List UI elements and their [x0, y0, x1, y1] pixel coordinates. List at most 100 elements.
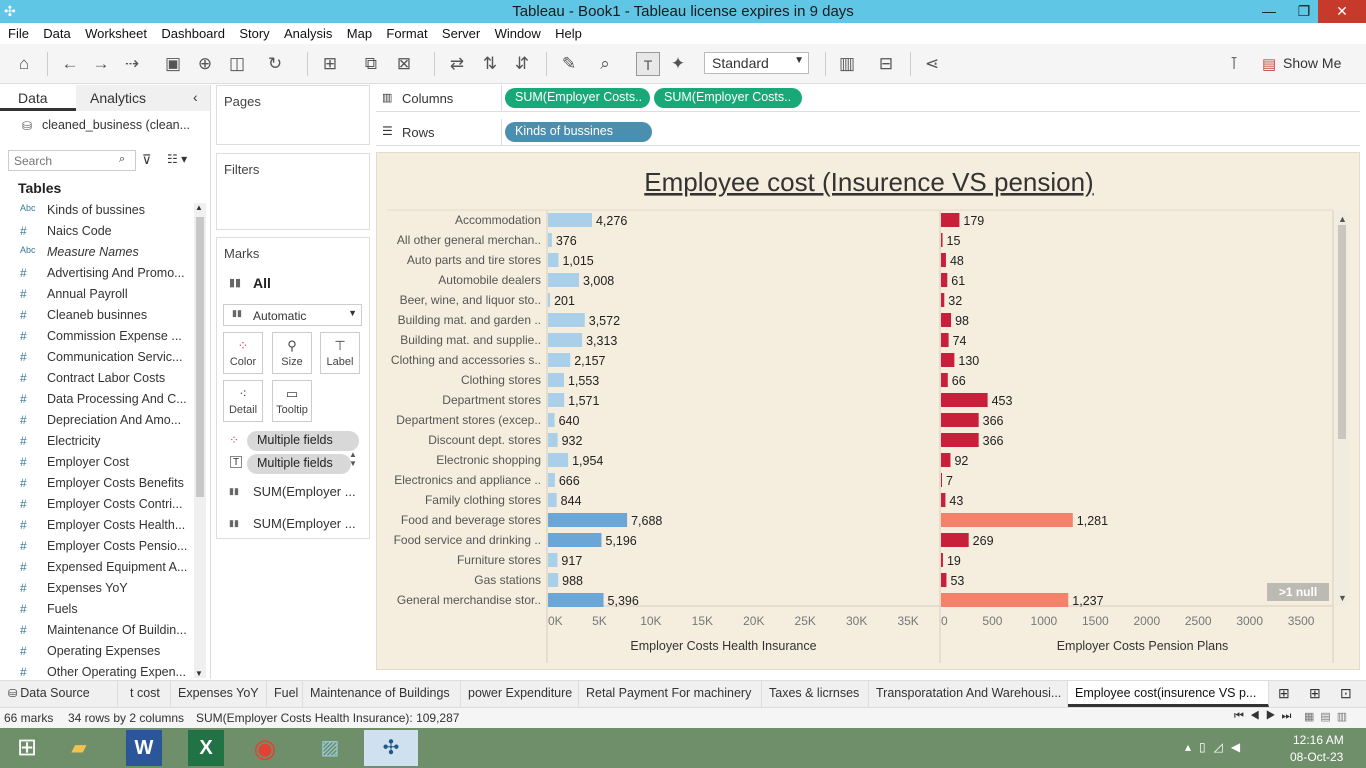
field-item[interactable]: # Naics Code	[0, 222, 190, 243]
menu-help[interactable]: Help	[555, 26, 582, 41]
fix-axes-icon[interactable]: ✦	[670, 54, 686, 73]
field-item[interactable]: # Employer Cost	[0, 453, 190, 474]
restore-icon[interactable]: ❐	[1297, 3, 1311, 19]
label-button[interactable]: ⊤ Label	[320, 332, 360, 374]
rows-shelf[interactable]: ☰ Rows Kinds of bussines	[376, 119, 1360, 146]
columns-pill-pension[interactable]: SUM(Employer Costs..	[654, 88, 802, 108]
group-members-icon[interactable]: ⌕	[600, 54, 610, 73]
menu-window[interactable]: Window	[494, 26, 541, 41]
measure-field-2[interactable]: SUM(Employer ...	[253, 516, 356, 531]
show-cards-icon[interactable]: ▥	[838, 54, 856, 73]
sheet-tab[interactable]: Taxes & licrnses	[762, 681, 869, 707]
bar-chart[interactable]: Employee cost (Insurence VS pension) Acco…	[377, 153, 1361, 671]
pause-updates-icon[interactable]: ◫	[228, 54, 246, 73]
field-item[interactable]: # Other Operating Expen...	[0, 663, 190, 684]
filter-icon[interactable]: ⊽	[142, 152, 152, 167]
menu-story[interactable]: Story	[239, 26, 270, 41]
sort-descending-icon[interactable]: ⇵	[514, 54, 530, 73]
show-me-icon[interactable]: ▤	[1262, 56, 1277, 73]
field-item[interactable]: # Contract Labor Costs	[0, 369, 190, 390]
search-input[interactable]	[8, 150, 136, 171]
new-worksheet-icon[interactable]: ⊞	[322, 54, 338, 73]
sheet-tab[interactable]: Retal Payment For machinery	[579, 681, 762, 707]
save-icon[interactable]: ▣	[164, 54, 182, 73]
show-me-button[interactable]: Show Me	[1283, 55, 1342, 71]
scroll-up-icon[interactable]: ▲	[195, 203, 203, 212]
detail-button[interactable]: ⁖ Detail	[223, 380, 263, 422]
presentation-mode-icon[interactable]: ⊟	[878, 54, 894, 73]
sheet-navigation-icon[interactable]: ⏮◀▶⏭	[1234, 710, 1298, 722]
excel-icon[interactable]: X	[188, 730, 224, 766]
field-item[interactable]: # Electricity	[0, 432, 190, 453]
new-worksheet-tab-icon[interactable]: ⊞	[1278, 685, 1290, 701]
minimize-icon[interactable]: —	[1262, 3, 1276, 19]
filters-card[interactable]: Filters	[216, 153, 370, 230]
field-item[interactable]: Abc Kinds of bussines	[0, 201, 190, 222]
scroll-down-icon[interactable]: ▼	[195, 669, 203, 678]
new-datasource-icon[interactable]: ⊕	[197, 54, 213, 73]
new-dashboard-tab-icon[interactable]: ⊞	[1309, 685, 1321, 701]
field-item[interactable]: Abc Measure Names	[0, 243, 190, 264]
tableau-taskbar-icon[interactable]: ✣	[364, 730, 418, 766]
tab-analytics[interactable]: Analytics	[76, 85, 210, 111]
marks-all-tab[interactable]: All	[253, 275, 271, 291]
clock-time[interactable]: 12:16 AM	[1293, 733, 1344, 747]
new-story-tab-icon[interactable]: ⊡	[1340, 685, 1352, 701]
system-tray-icons[interactable]: ▴▯◿◀	[1185, 740, 1249, 754]
label-multiple-fields-pill[interactable]: Multiple fields	[247, 454, 351, 474]
file-explorer-icon[interactable]: ▰	[71, 737, 87, 759]
columns-shelf[interactable]: ▥ Columns SUM(Employer Costs.. SUM(Emplo…	[376, 85, 1360, 112]
columns-pill-health[interactable]: SUM(Employer Costs..	[505, 88, 650, 108]
view-options-icon[interactable]: ☷ ▾	[167, 152, 188, 166]
tab-data[interactable]: Data	[0, 85, 76, 111]
menu-server[interactable]: Server	[441, 26, 481, 41]
show-labels-icon[interactable]: T	[636, 52, 660, 76]
home-icon[interactable]: ⌂	[18, 54, 30, 73]
photos-icon[interactable]: ▨	[320, 737, 340, 759]
field-item[interactable]: # Data Processing And C...	[0, 390, 190, 411]
fit-dropdown[interactable]: Standard ▼	[704, 52, 809, 74]
replay-icon[interactable]: ⇢	[124, 54, 140, 73]
field-item[interactable]: # Operating Expenses	[0, 642, 190, 663]
highlight-icon[interactable]: ✎	[561, 54, 577, 73]
sheet-tab[interactable]: Fuel	[267, 681, 303, 707]
size-button[interactable]: ⚲ Size	[272, 332, 312, 374]
color-multiple-fields-pill[interactable]: Multiple fields	[247, 431, 359, 451]
duplicate-sheet-icon[interactable]: ⧉	[364, 54, 378, 73]
field-item[interactable]: # Employer Costs Pensio...	[0, 537, 190, 558]
undo-icon[interactable]: ←	[61, 54, 79, 73]
collapse-icon[interactable]: ‹	[193, 89, 198, 105]
refresh-icon[interactable]: ↻	[267, 54, 283, 73]
sheet-tab[interactable]: power Expenditure	[461, 681, 579, 707]
field-item[interactable]: # Fuels	[0, 600, 190, 621]
menu-analysis[interactable]: Analysis	[284, 26, 333, 41]
menu-data[interactable]: Data	[43, 26, 71, 41]
clock-date[interactable]: 08-Oct-23	[1290, 750, 1344, 764]
field-item[interactable]: # Cleaneb businnes	[0, 306, 190, 327]
rows-pill-kinds[interactable]: Kinds of bussines	[505, 122, 652, 142]
menu-file[interactable]: File	[8, 26, 29, 41]
field-item[interactable]: # Commission Expense ...	[0, 327, 190, 348]
menu-worksheet[interactable]: Worksheet	[85, 26, 148, 41]
color-button[interactable]: ⁘ Color	[223, 332, 263, 374]
datasource-name[interactable]: cleaned_business (clean...	[42, 118, 191, 132]
sheet-tab[interactable]: Transporatation And Warehousi...	[869, 681, 1068, 707]
field-list-scrollbar[interactable]: ▲ ▼	[194, 203, 206, 678]
swap-icon[interactable]: ⇄	[449, 54, 465, 73]
field-item[interactable]: # Expensed Equipment A...	[0, 558, 190, 579]
chrome-icon[interactable]: ◉	[253, 733, 277, 763]
sheet-tab[interactable]: t cost	[118, 681, 171, 707]
mark-type-dropdown[interactable]: ▮▮ Automatic ▼	[223, 304, 362, 326]
menu-format[interactable]: Format	[386, 26, 428, 41]
menu-dashboard[interactable]: Dashboard	[161, 26, 225, 41]
field-item[interactable]: # Depreciation And Amo...	[0, 411, 190, 432]
field-item[interactable]: # Maintenance Of Buildin...	[0, 621, 190, 642]
pill-scroll-icon[interactable]: ▲ ▼	[349, 450, 357, 468]
measure-field-1[interactable]: SUM(Employer ...	[253, 484, 356, 499]
start-icon[interactable]: ⊞	[16, 734, 38, 761]
field-item[interactable]: # Employer Costs Benefits	[0, 474, 190, 495]
word-icon[interactable]: W	[126, 730, 162, 766]
menu-map[interactable]: Map	[346, 26, 373, 41]
sheet-tab[interactable]: Maintenance of Buildings	[303, 681, 461, 707]
format-painter-icon[interactable]: ⊺	[1229, 54, 1239, 73]
